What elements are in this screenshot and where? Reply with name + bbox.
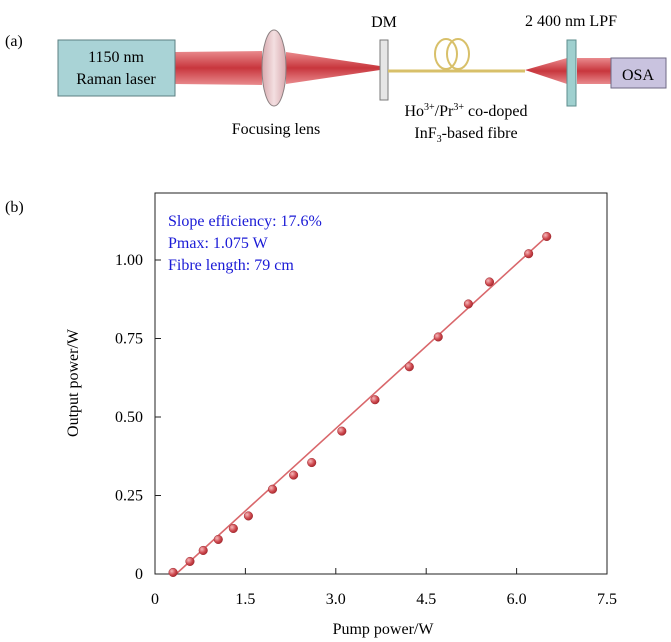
annotation-fibre-length: Fibre length: 79 cm [168,257,294,274]
lens-label: Focusing lens [232,121,320,138]
y-tick-label: 0.75 [115,331,143,348]
panel-a-schematic: (a) 1150 nm Raman laser Focusing lens DM… [5,13,666,145]
fibre-coil [435,39,469,69]
x-tick-label: 1.5 [235,591,255,608]
y-axis-label: Output power/W [65,328,82,437]
x-tick-label: 7.5 [597,591,617,608]
data-point [371,395,380,404]
data-point [199,546,208,555]
fit-line-group [176,236,547,574]
long-pass-filter [567,40,576,106]
y-tick-label: 0 [135,566,143,583]
beam-to-osa [577,58,611,84]
focusing-lens [262,30,286,106]
data-point [464,300,473,309]
fibre-label-line1: Ho3+/Pr3+ co-doped [404,102,527,120]
data-point [307,458,316,467]
data-point [268,485,277,494]
lpf-label: 2 400 nm LPF [525,13,617,30]
fit-line [176,236,547,574]
x-tick-label: 3.0 [326,591,346,608]
x-tick-label: 0 [151,591,159,608]
dichroic-mirror [380,40,388,100]
osa-label: OSA [622,67,654,84]
y-tick-label: 0.25 [115,488,143,505]
annotation-pmax: Pmax: 1.075 W [168,235,269,252]
beam-focusing [286,52,380,84]
data-point [524,249,533,258]
beam-collimated [174,51,262,85]
laser-label-line2: Raman laser [76,71,156,88]
data-point [229,524,238,533]
data-point [244,512,253,521]
y-tick-label: 0.50 [115,409,143,426]
fibre-label-line2: InF3-based fibre [414,125,517,145]
x-tick-label: 4.5 [416,591,436,608]
data-point [289,471,298,480]
annotation-slope: Slope efficiency: 17.6% [168,213,322,230]
data-point [214,535,223,544]
x-axis-label: Pump power/W [333,621,435,638]
panel-b-chart: (b) 0 0.25 0.50 0.75 1.00 0 1.5 3.0 4.5 6.0 7.5 O… [5,193,617,638]
data-point [405,362,414,371]
data-point [338,427,347,436]
data-point [434,333,443,342]
panel-b-label: (b) [5,199,24,216]
panel-a-label: (a) [5,33,23,50]
x-tick-label: 6.0 [507,591,527,608]
data-point [169,568,178,577]
dm-label: DM [371,14,397,31]
beam-output [525,58,567,84]
data-point [186,557,195,566]
data-point [542,232,551,241]
y-axis-ticks: 0 0.25 0.50 0.75 1.00 [115,252,161,583]
laser-label-line1: 1150 nm [88,49,144,66]
data-point [485,278,494,287]
y-tick-label: 1.00 [115,252,143,269]
